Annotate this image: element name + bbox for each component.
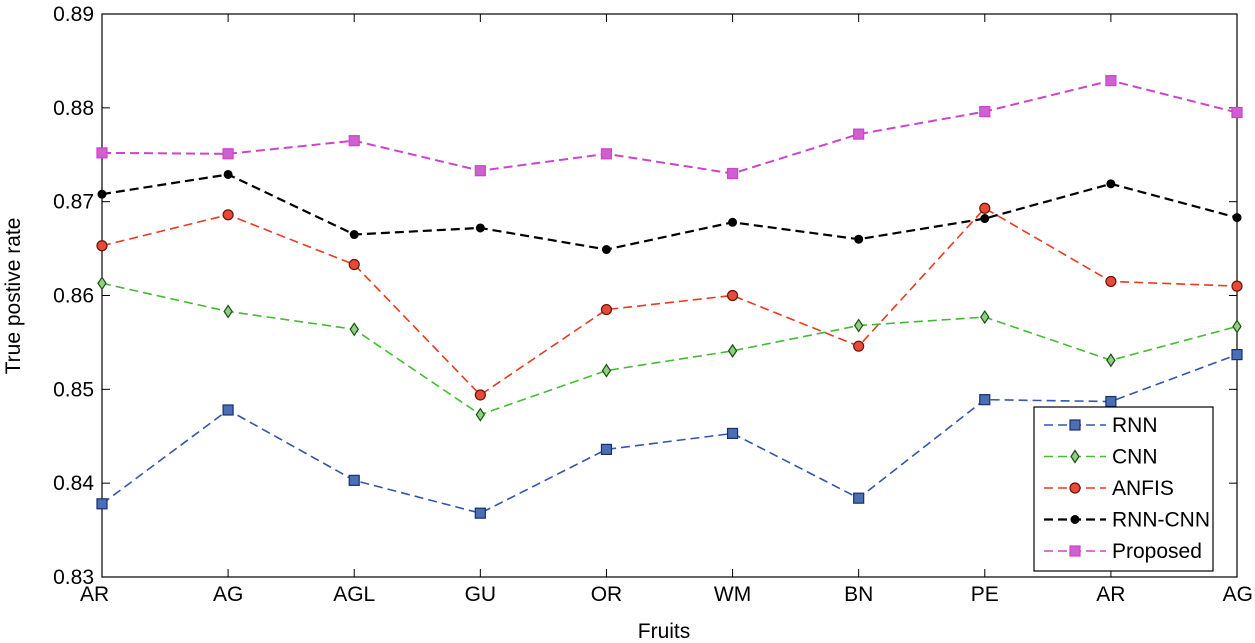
x-tick-label: AR xyxy=(1096,583,1125,606)
legend-label: ANFIS xyxy=(1112,477,1174,500)
x-axis-label: Fruits xyxy=(638,620,691,643)
data-point xyxy=(600,443,613,455)
x-tick-label: BN xyxy=(844,583,873,606)
data-point xyxy=(349,230,359,240)
data-point xyxy=(1105,75,1117,87)
data-point xyxy=(223,169,233,179)
data-point xyxy=(1232,319,1242,334)
data-point xyxy=(1106,179,1116,189)
x-tick-label: AG xyxy=(213,583,243,606)
data-point xyxy=(348,258,360,271)
legend-marker xyxy=(1070,515,1080,524)
series-rnn-cnn xyxy=(97,169,1242,255)
legend-marker xyxy=(1069,419,1081,431)
x-axis: AR AG AGL GU OR WM BN PE AR AG xyxy=(80,14,1253,606)
data-point xyxy=(726,427,739,440)
data-point xyxy=(474,165,486,177)
y-tick-label: 0.87 xyxy=(53,191,94,214)
data-point xyxy=(1231,349,1243,361)
x-tick-label: AGL xyxy=(333,583,375,606)
data-point xyxy=(222,209,234,221)
data-point xyxy=(601,363,612,378)
series-line xyxy=(101,353,1238,515)
data-point xyxy=(980,214,990,224)
legend-box xyxy=(1033,406,1214,572)
y-axis: 0.83 0.84 0.85 0.86 0.87 0.88 0.89 xyxy=(53,3,1237,589)
data-point xyxy=(222,148,234,160)
data-point xyxy=(979,202,991,214)
data-point xyxy=(475,407,486,422)
data-point xyxy=(349,322,359,337)
data-point xyxy=(601,245,611,255)
data-point xyxy=(474,507,486,519)
y-tick-label: 0.86 xyxy=(53,285,94,308)
data-point xyxy=(96,240,108,252)
legend-label: RNN xyxy=(1112,414,1158,437)
data-point xyxy=(853,318,864,333)
legend: RNN CNN ANFIS RNN-CNN Proposed xyxy=(1033,406,1214,572)
series-rnn xyxy=(96,349,1243,519)
data-point xyxy=(97,276,107,291)
data-point xyxy=(728,217,738,227)
legend-marker xyxy=(1069,482,1081,494)
data-point xyxy=(1105,275,1117,288)
data-point xyxy=(979,394,991,406)
data-point xyxy=(726,289,739,302)
y-tick-label: 0.89 xyxy=(53,3,94,26)
data-point xyxy=(1231,280,1243,292)
legend-marker xyxy=(1070,449,1080,464)
x-tick-label: WM xyxy=(714,583,751,606)
data-point xyxy=(600,303,613,316)
series-line xyxy=(101,173,1238,251)
x-tick-label: OR xyxy=(591,583,623,606)
series-layer xyxy=(96,75,1243,519)
data-point xyxy=(96,498,108,510)
data-point xyxy=(1231,106,1243,119)
data-point xyxy=(600,148,613,160)
data-point xyxy=(726,167,739,180)
y-tick-label: 0.88 xyxy=(53,97,94,120)
x-tick-label: GU xyxy=(465,583,497,606)
legend-label: CNN xyxy=(1112,446,1158,469)
series-line xyxy=(101,207,1238,397)
legend-label: Proposed xyxy=(1112,540,1202,563)
data-point xyxy=(1106,353,1116,368)
data-point xyxy=(348,135,360,147)
series-line xyxy=(101,282,1238,416)
x-tick-label: PE xyxy=(971,583,999,606)
series-proposed xyxy=(96,75,1243,180)
legend-label: RNN-CNN xyxy=(1112,509,1210,532)
y-tick-label: 0.83 xyxy=(53,566,94,589)
y-axis-label: True postive rate xyxy=(2,218,25,375)
data-point xyxy=(97,189,107,199)
data-point xyxy=(854,234,864,244)
data-point xyxy=(853,340,865,352)
y-tick-label: 0.85 xyxy=(53,378,94,401)
data-point xyxy=(727,343,738,358)
data-point xyxy=(474,389,486,401)
data-point xyxy=(980,309,990,325)
legend-marker xyxy=(1069,545,1081,557)
x-tick-label: AG xyxy=(1223,583,1253,606)
data-point xyxy=(222,404,234,416)
data-point xyxy=(853,492,865,504)
data-point xyxy=(853,128,865,140)
series-cnn xyxy=(97,276,1242,422)
series-line xyxy=(101,79,1238,175)
series-anfis xyxy=(96,202,1243,401)
data-point xyxy=(223,304,233,319)
data-point xyxy=(979,105,991,118)
data-point xyxy=(348,474,360,486)
x-tick-label: AR xyxy=(80,583,109,606)
data-point xyxy=(475,223,485,233)
data-point xyxy=(1232,213,1242,223)
data-point xyxy=(96,147,108,159)
y-tick-label: 0.84 xyxy=(53,472,94,495)
data-point xyxy=(1105,395,1117,408)
